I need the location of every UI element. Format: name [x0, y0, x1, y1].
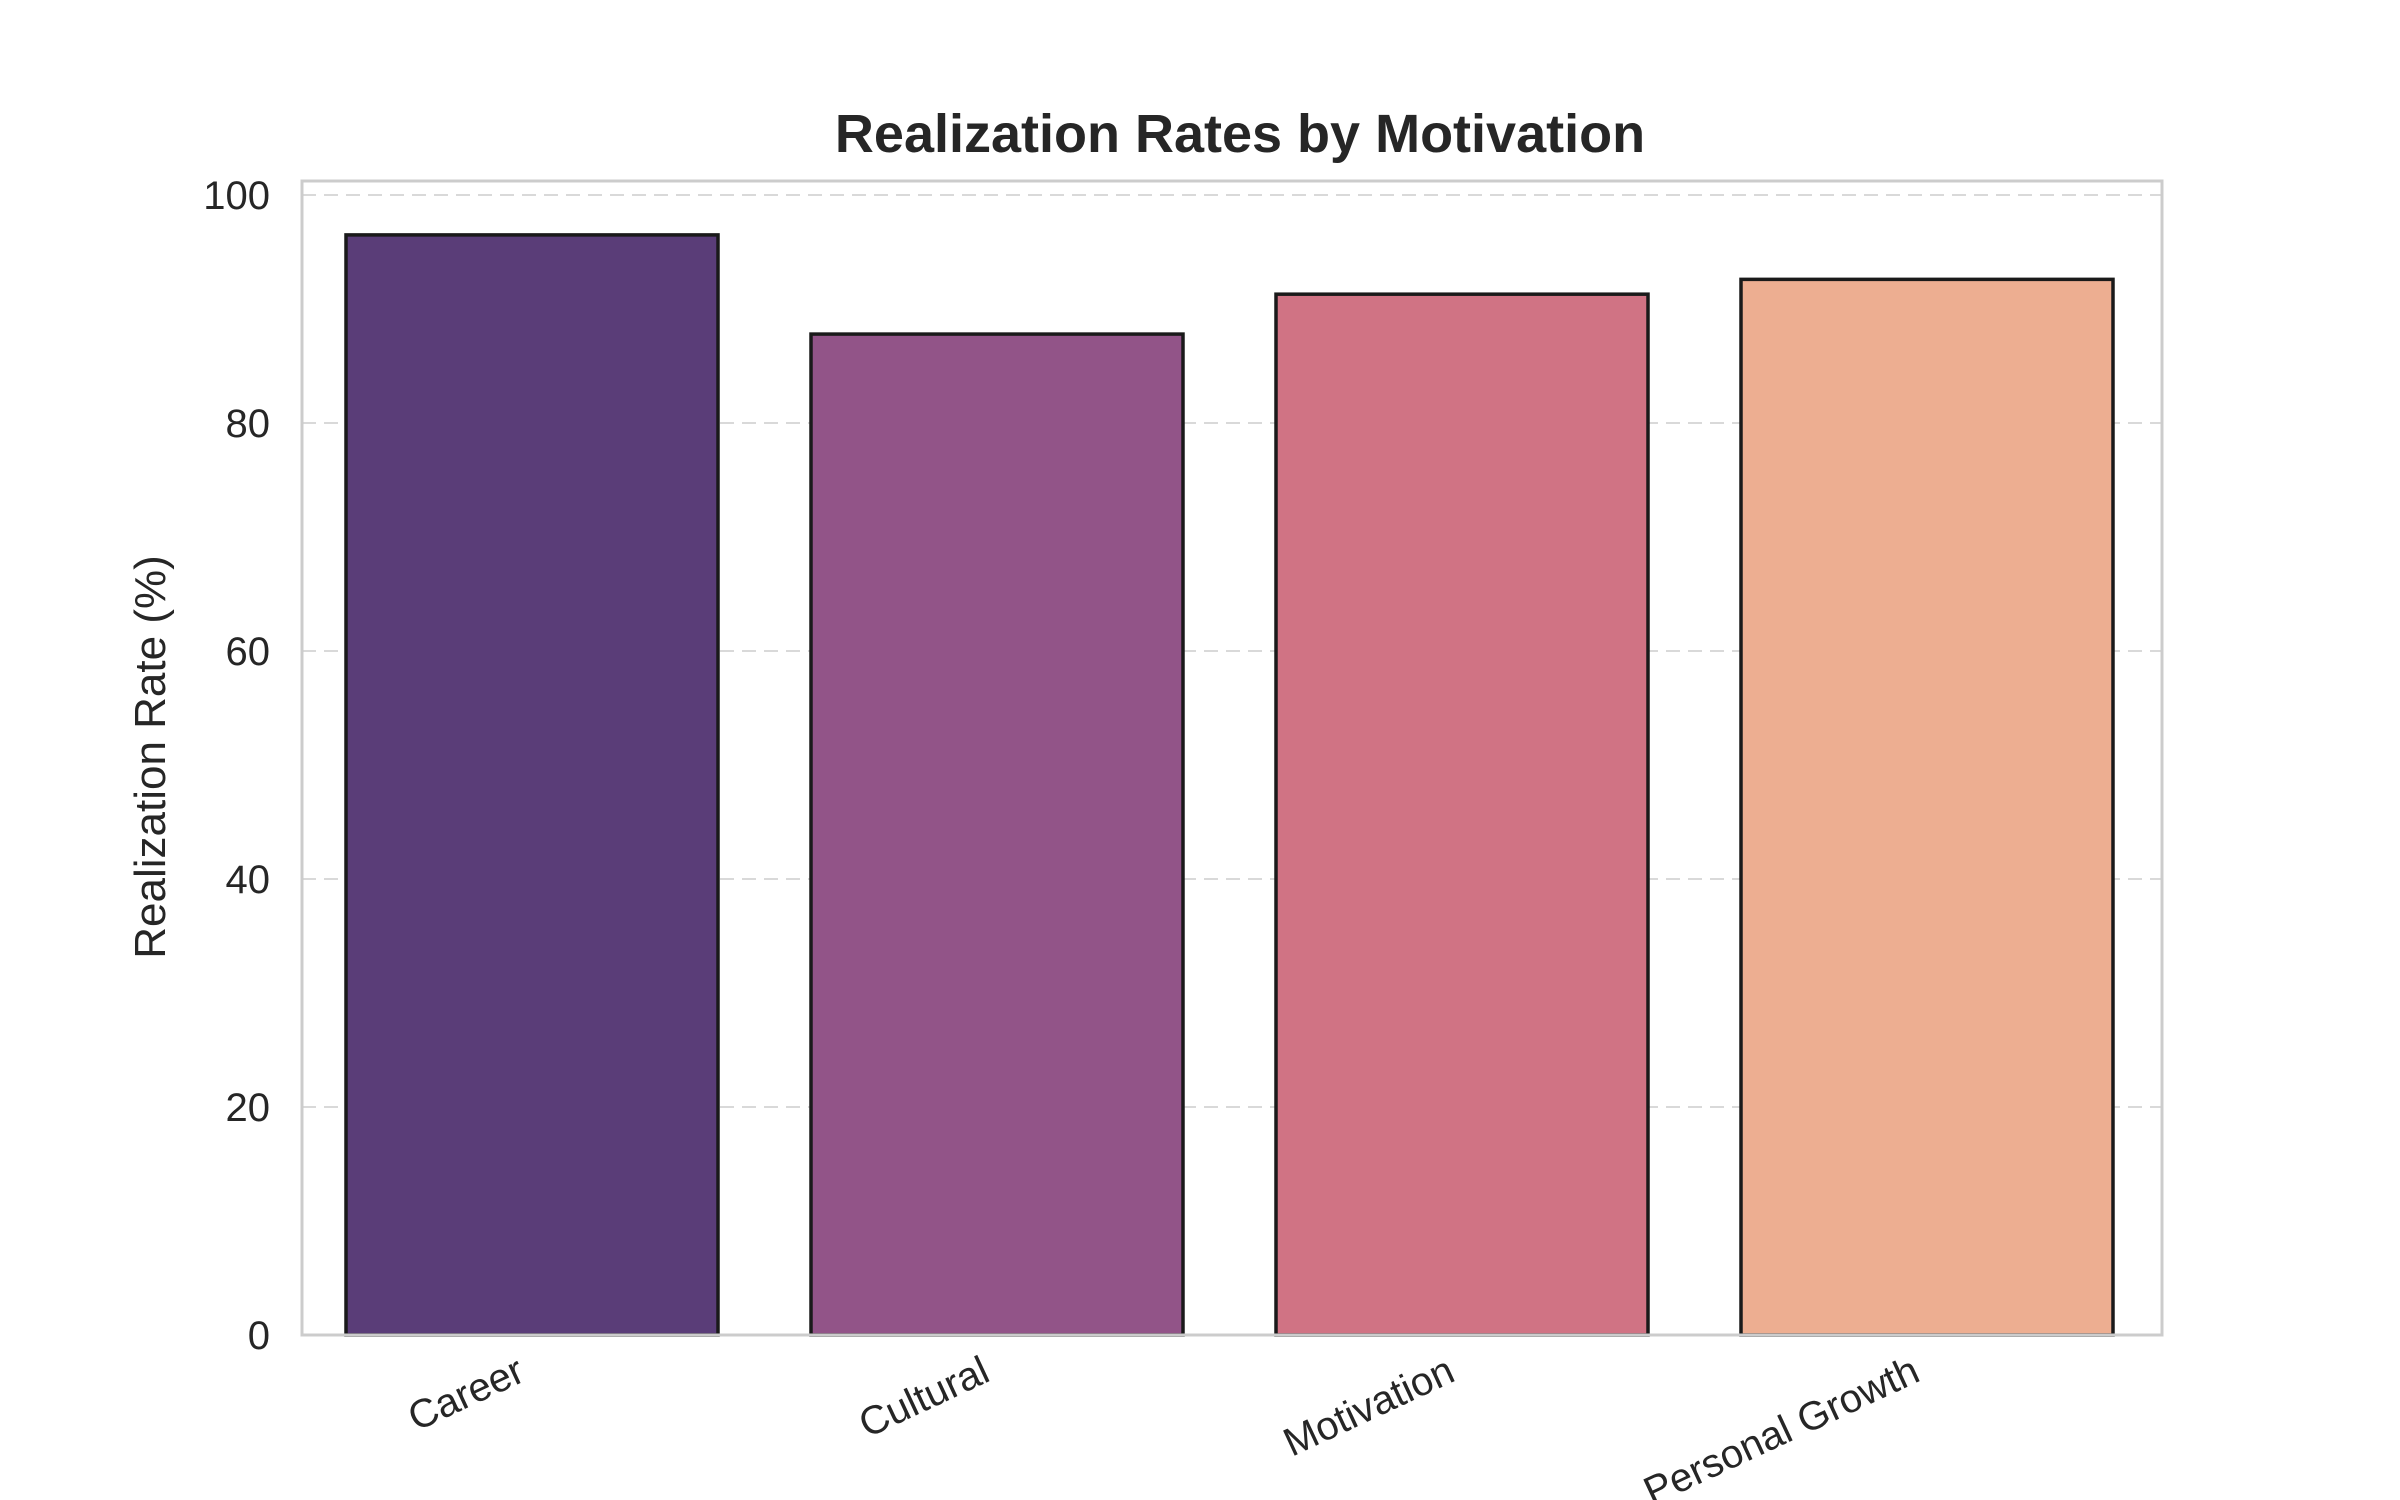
bar-personal-growth: [1739, 277, 2115, 1337]
x-tick-label: Motivation: [1277, 1348, 1461, 1465]
x-tick-label: Personal Growth: [1637, 1348, 1926, 1500]
y-tick-label: 60: [226, 630, 271, 674]
y-tick-label: 100: [203, 174, 270, 218]
y-axis-label: Realization Rate (%): [126, 555, 175, 959]
x-tick-label: Career: [401, 1348, 530, 1440]
bar-career: [344, 233, 720, 1337]
x-tick-label: Cultural: [852, 1348, 996, 1446]
y-tick-label: 40: [226, 858, 271, 902]
chart-title: Realization Rates by Motivation: [835, 104, 1645, 164]
y-tick-label: 20: [226, 1086, 271, 1130]
y-tick-label: 80: [226, 402, 271, 446]
bar-motivation: [1274, 292, 1650, 1337]
bar-cultural: [809, 332, 1185, 1337]
y-tick-label: 0: [248, 1314, 270, 1358]
plot-frame: [300, 179, 2164, 1337]
